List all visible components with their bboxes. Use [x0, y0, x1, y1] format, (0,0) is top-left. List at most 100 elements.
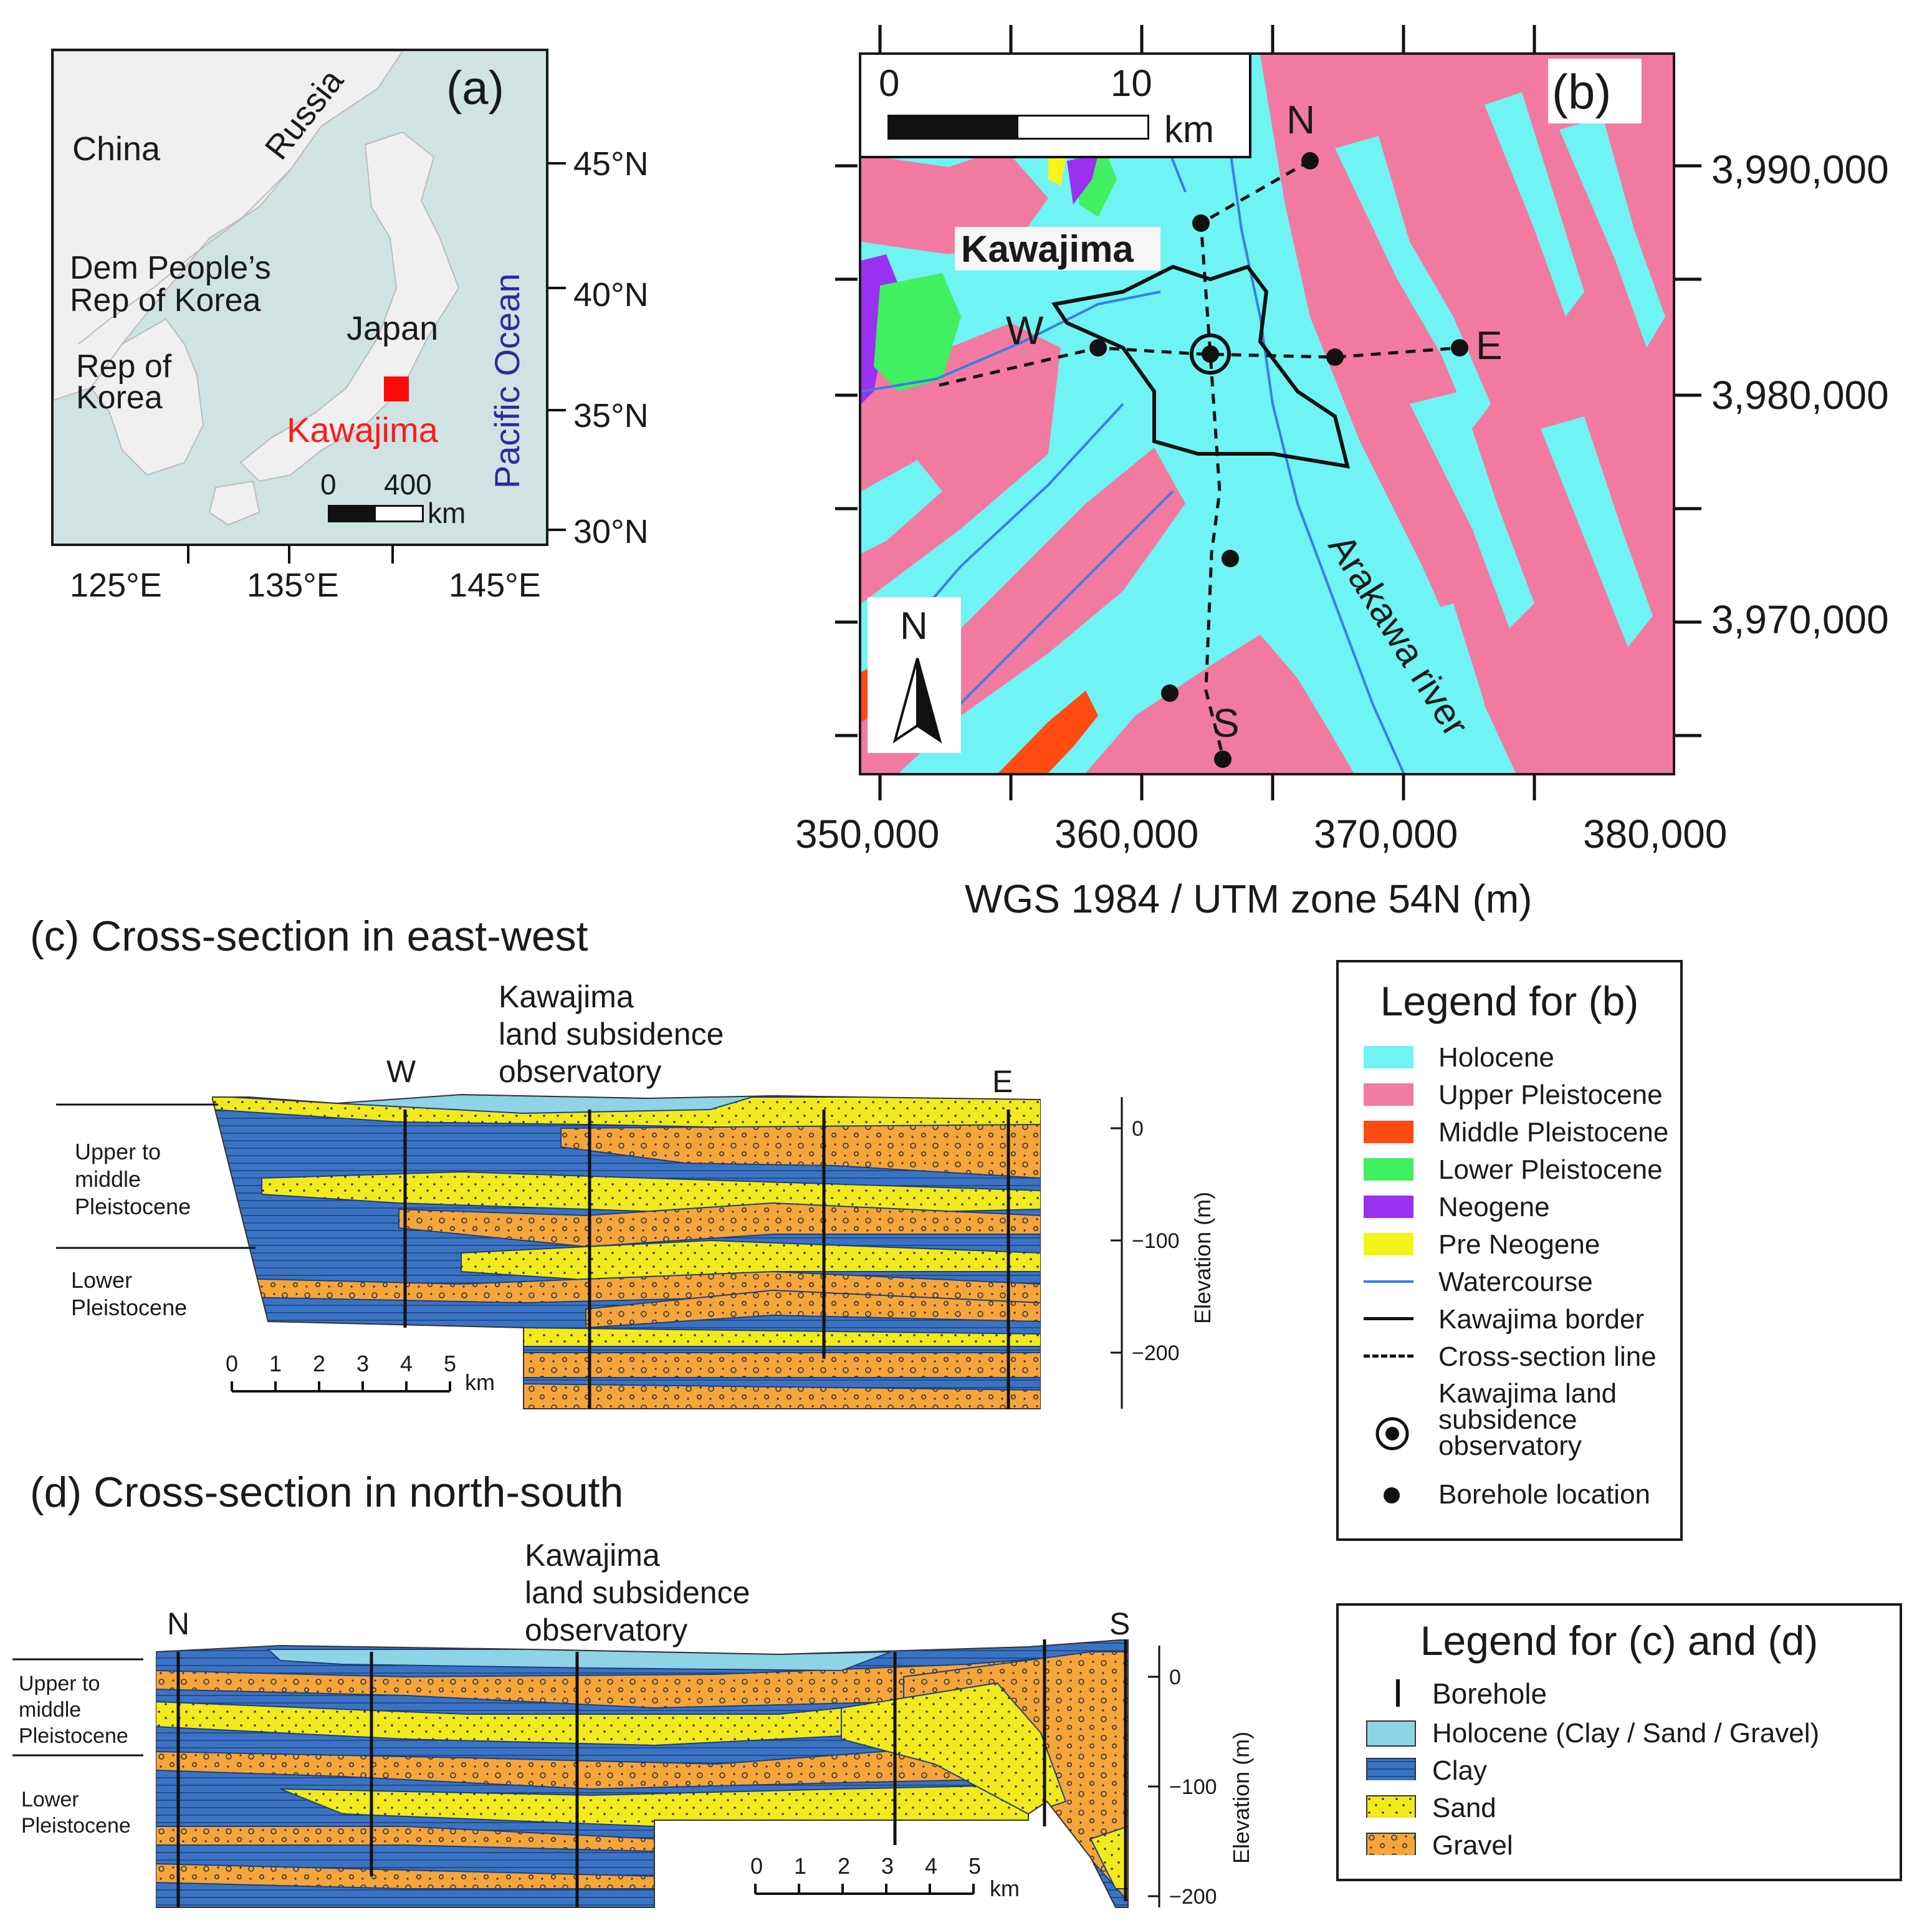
panel-c-scale-5: 5: [444, 1351, 457, 1376]
panel-c-title: (c) Cross-section in east-west: [30, 913, 588, 960]
panel-c-elev-200: −200: [1132, 1341, 1180, 1365]
panel-c-end-w: W: [386, 1054, 416, 1089]
lat-tick-45: 45°N: [573, 145, 649, 183]
panel-c-unit-4: Lower: [71, 1267, 133, 1293]
legend-b-title: Legend for (b): [1380, 978, 1639, 1024]
panel-b-tag-box: [1548, 59, 1642, 123]
panel-d-obs-1: Kawajima: [525, 1538, 660, 1573]
north-arrow-label: N: [900, 605, 928, 648]
panel-d-scale-3: 3: [881, 1853, 894, 1879]
label-kawajima-b: Kawajima: [961, 228, 1134, 270]
scale-a-bar: [328, 505, 424, 522]
legend-b-borehole: Borehole location: [1438, 1479, 1651, 1510]
panel-d-end-n: N: [167, 1606, 190, 1641]
legend-b-observatory-1: Kawajima land: [1438, 1378, 1617, 1409]
panel-c-elev-label: Elevation (m): [1190, 1191, 1215, 1324]
label-rok-2: Korea: [76, 380, 163, 416]
panel-c-unit-5: Pleistocene: [71, 1295, 188, 1320]
lat-tick-35: 35°N: [573, 397, 649, 434]
north-arrow-icon: [892, 658, 942, 744]
east-asia-landmass: [54, 51, 460, 526]
panel-d-unit-1: Upper to: [19, 1672, 100, 1695]
label-dprk-2: Rep of Korea: [70, 282, 261, 319]
label-point-w: W: [1006, 308, 1044, 353]
legend-b: Legend for (b) Holocene Upper Pleistocen…: [1336, 960, 1683, 1541]
panel-d-scale-4: 4: [925, 1853, 938, 1879]
panel-d-scalebar: [754, 1884, 975, 1895]
panel-c-obs-1: Kawajima: [499, 979, 634, 1014]
panel-c-elev-0: 0: [1132, 1117, 1144, 1141]
scale-b-unit: km: [1164, 108, 1214, 150]
panel-d-elev-200: −200: [1169, 1885, 1217, 1909]
lat-tick-40: 40°N: [573, 276, 649, 314]
label-kawajima-b-bg: [955, 227, 1160, 271]
scale-b-start: 0: [879, 62, 900, 104]
panel-d-obs-2: land subsidence: [525, 1575, 750, 1610]
panel-c-scale-unit: km: [465, 1369, 495, 1395]
y-tick-3980000: 3,980,000: [1711, 373, 1889, 418]
panel-c-scale-4: 4: [400, 1351, 413, 1376]
panel-d-elev-label: Elevation (m): [1228, 1731, 1254, 1864]
lat-tick-30: 30°N: [573, 513, 649, 550]
observatory-icon: [1375, 1417, 1409, 1451]
panel-c-scalebar: [231, 1381, 451, 1393]
panel-a-ticks: [187, 162, 566, 563]
panel-b-map: 0 10 km (b) Kawajima N W E S Arakawa riv…: [859, 52, 1675, 775]
panel-d-scale-0: 0: [750, 1853, 763, 1879]
y-tick-3990000: 3,990,000: [1711, 147, 1889, 192]
scale-a-start: 0: [320, 468, 337, 501]
x-tick-380000: 380,000: [1583, 812, 1728, 856]
label-japan: Japan: [347, 310, 439, 347]
panel-c-unit-1: Upper to: [75, 1139, 161, 1164]
label-rok-1: Rep of: [76, 348, 172, 385]
panel-c-elev-axis: [1111, 1097, 1123, 1409]
y-tick-3970000: 3,970,000: [1711, 597, 1889, 642]
panel-b-ticks: [835, 25, 1701, 800]
label-point-s: S: [1213, 701, 1240, 746]
panel-d-scale-2: 2: [838, 1853, 851, 1879]
section-c-unit-lines: [56, 1103, 256, 1249]
label-dprk-1: Dem People’s: [70, 250, 271, 286]
legend-cd-borehole: Borehole: [1432, 1677, 1547, 1710]
panel-b-tag: (b): [1552, 64, 1612, 119]
x-axis-label: WGS 1984 / UTM zone 54N (m): [965, 876, 1533, 921]
panel-c-elev-100: −100: [1132, 1229, 1180, 1253]
panel-d-scale-5: 5: [968, 1853, 982, 1879]
section-c: [212, 1093, 1041, 1409]
x-tick-350000: 350,000: [795, 812, 940, 856]
panel-c-unit-2: middle: [75, 1166, 141, 1192]
panel-d-unit-2: middle: [19, 1698, 82, 1722]
lon-tick-125: 125°E: [70, 567, 162, 604]
panel-d-obs-3: observatory: [525, 1613, 688, 1647]
panel-a-tag: (a): [446, 62, 504, 115]
panel-d-scale-unit: km: [990, 1876, 1020, 1901]
panel-d-unit-4: Lower: [21, 1788, 79, 1811]
label-point-e: E: [1476, 323, 1503, 368]
panel-d-unit-5: Pleistocene: [21, 1814, 131, 1838]
panel-d-title: (d) Cross-section in north-south: [30, 1469, 624, 1516]
panel-a-map: (a) China Russia Dem People’s Rep of Kor…: [51, 49, 548, 546]
lon-tick-145: 145°E: [449, 567, 541, 604]
scale-a-unit: km: [428, 497, 466, 529]
panel-d-unit-3: Pleistocene: [19, 1724, 128, 1748]
label-kawajima-a: Kawajima: [287, 410, 438, 449]
legend-cd-title: Legend for (c) and (d): [1420, 1618, 1819, 1664]
panel-c-scale-0: 0: [226, 1351, 239, 1376]
label-china: China: [72, 130, 161, 168]
panel-d-elev-0: 0: [1169, 1666, 1181, 1689]
legend-cd: Legend for (c) and (d) Borehole Holocene…: [1336, 1603, 1902, 1881]
legend-b-observatory-3: observatory: [1438, 1431, 1582, 1461]
panel-c-obs-3: observatory: [499, 1054, 662, 1089]
lon-tick-135: 135°E: [247, 567, 339, 604]
scale-b-bar: [887, 115, 1149, 140]
panel-d-end-s: S: [1109, 1606, 1131, 1641]
scale-b-end: 10: [1111, 62, 1152, 104]
panel-c-scale-1: 1: [269, 1351, 282, 1376]
scale-b-box: [861, 55, 1251, 158]
section-d: [156, 1639, 1129, 1908]
panel-d-elev-axis: [1148, 1646, 1160, 1907]
borehole-line-icon: [1396, 1679, 1400, 1707]
section-d-unit-lines: [12, 1658, 143, 1757]
borehole-dot-icon: [1384, 1487, 1400, 1503]
panel-c-scale-2: 2: [313, 1351, 326, 1376]
